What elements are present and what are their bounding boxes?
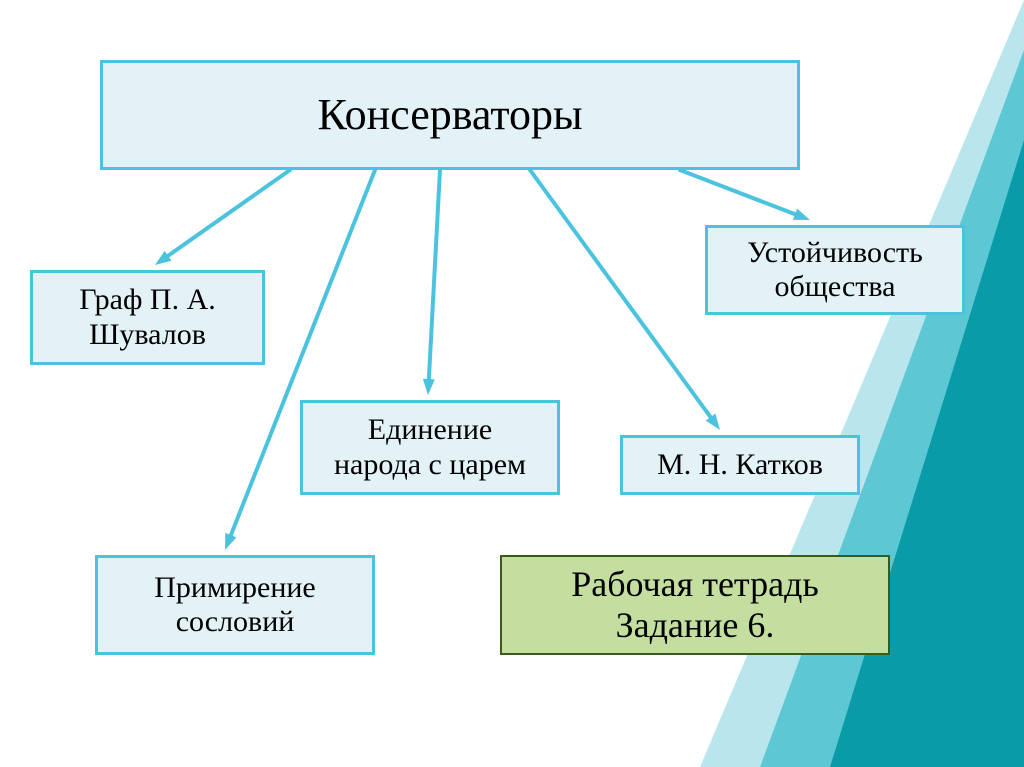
node-shuvalov: Граф П. А.Шувалов: [30, 270, 265, 365]
node-reconcile: Примирениесословий: [95, 555, 375, 655]
slide-canvas: Консерваторы Граф П. А.Шувалов Устойчиво…: [0, 0, 1024, 767]
node-unity: Единениенарода с царем: [300, 400, 560, 495]
task-line2: Задание 6.: [508, 605, 882, 646]
main-box-conservatives: Консерваторы: [100, 60, 800, 170]
node-stability-label: Устойчивостьобщества: [708, 232, 962, 309]
node-stability: Устойчивостьобщества: [705, 225, 965, 315]
main-box-label: Консерваторы: [103, 86, 797, 145]
node-katkov: М. Н. Катков: [620, 435, 860, 495]
task-line1: Рабочая тетрадь: [508, 564, 882, 605]
node-katkov-label: М. Н. Катков: [623, 444, 857, 487]
node-shuvalov-label: Граф П. А.Шувалов: [33, 279, 262, 356]
node-reconcile-label: Примирениесословий: [98, 567, 372, 644]
node-unity-label: Единениенарода с царем: [303, 409, 557, 486]
task-box-content: Рабочая тетрадь Задание 6.: [502, 560, 888, 651]
task-box: Рабочая тетрадь Задание 6.: [500, 555, 890, 655]
